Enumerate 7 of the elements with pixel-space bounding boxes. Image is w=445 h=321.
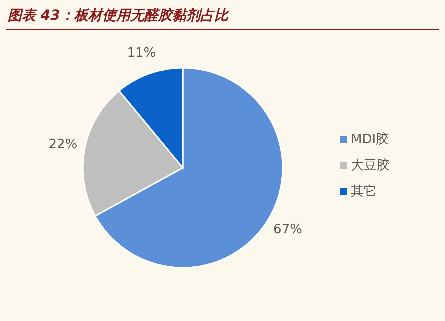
- legend-label: MDI胶: [351, 132, 390, 148]
- data-label: 22%: [48, 138, 78, 153]
- legend-label: 大豆胶: [351, 158, 390, 174]
- chart-title: 图表 43：板材使用无醛胶黏剂占比: [8, 7, 230, 24]
- data-label: 11%: [127, 46, 156, 61]
- legend-label: 其它: [351, 184, 377, 200]
- data-label: 67%: [274, 222, 302, 238]
